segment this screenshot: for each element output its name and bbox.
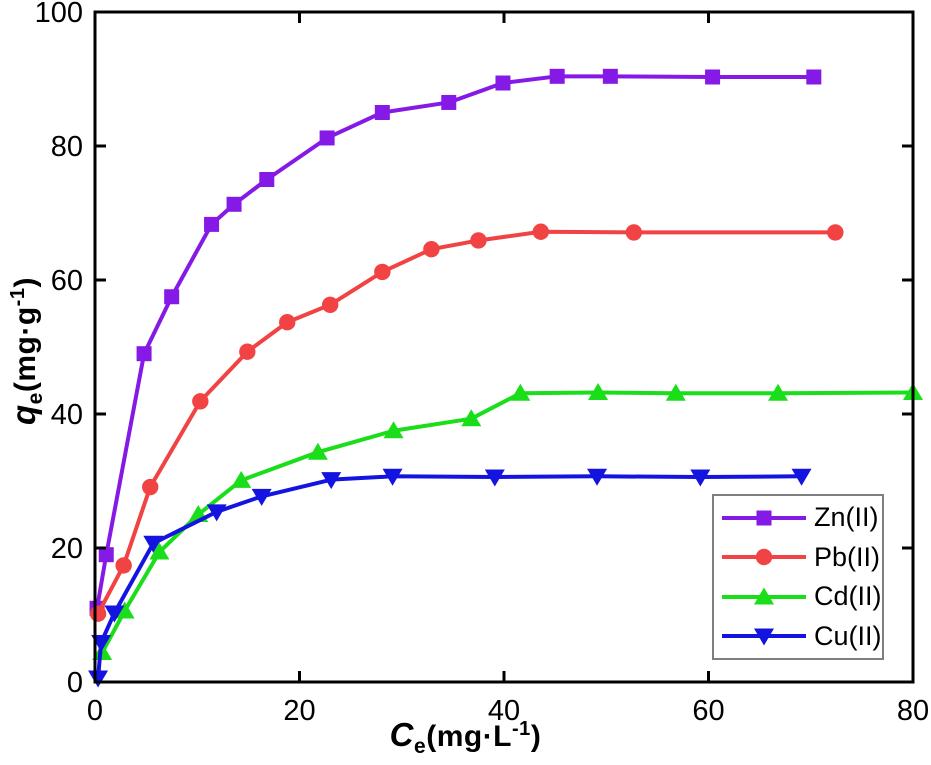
y-axis-superscript: -1 — [7, 287, 29, 307]
x-axis-superscript: -1 — [512, 718, 531, 740]
data-point-pb — [279, 314, 296, 331]
series-line-cu — [96, 474, 804, 680]
y-axis-label: qe(mg·g-1) — [5, 141, 47, 561]
legend: Zn(II) Pb(II) Cd(II) Cu(II) — [712, 494, 884, 660]
y-tick-label: 100 — [35, 0, 83, 29]
x-tick-label: 40 — [488, 695, 520, 727]
data-point-cd — [461, 409, 482, 427]
data-point-pb — [625, 224, 643, 241]
legend-marker-circle-icon — [722, 549, 806, 566]
data-point-cd — [665, 383, 686, 401]
y-tick-label: 80 — [51, 131, 83, 163]
legend-marker-triangle-up-icon — [722, 587, 806, 605]
data-point-pb — [374, 263, 391, 281]
data-point-pb — [192, 393, 209, 410]
legend-marker-square-icon — [722, 510, 806, 526]
data-point-zn — [136, 346, 152, 362]
data-point-cd — [231, 470, 252, 488]
data-point-pb — [827, 224, 844, 241]
y-tick-label: 60 — [51, 265, 83, 297]
data-point-cu — [251, 488, 272, 506]
data-point-cu — [587, 468, 608, 486]
data-point-zn — [204, 216, 220, 232]
data-point-cu — [206, 504, 227, 522]
data-point-cu — [690, 469, 711, 487]
y-tick-label: 0 — [67, 667, 83, 699]
data-point-pb — [89, 605, 107, 622]
x-tick-label: 20 — [283, 695, 315, 727]
data-point-pb — [321, 296, 339, 313]
data-point-cu — [143, 535, 164, 553]
data-point-cu — [321, 472, 342, 490]
legend-label: Zn(II) — [814, 502, 879, 533]
data-point-pb — [239, 343, 256, 360]
x-axis-symbol: C — [389, 716, 415, 753]
data-point-cd — [588, 383, 609, 401]
data-point-cu — [791, 468, 812, 486]
data-point-zn — [806, 69, 822, 85]
data-point-cd — [307, 442, 328, 460]
data-point-zn — [164, 289, 180, 305]
data-point-cd — [114, 601, 135, 619]
data-point-cu — [88, 670, 109, 688]
y-axis-subscript: e — [24, 392, 47, 405]
x-axis-subscript: e — [414, 735, 427, 758]
data-point-cu — [382, 468, 403, 486]
data-point-pb — [470, 232, 487, 249]
legend-marker-triangle-down-icon — [722, 628, 806, 646]
data-point-zn — [259, 172, 275, 187]
data-point-cd — [149, 542, 170, 560]
x-axis-unit: (mg·L — [426, 720, 513, 753]
data-point-zn — [98, 547, 114, 563]
legend-label: Cu(II) — [814, 620, 882, 651]
data-point-pb — [532, 223, 550, 240]
x-tick-label: 60 — [692, 695, 724, 727]
data-point-cd — [510, 383, 531, 401]
data-point-zn — [549, 68, 565, 84]
data-point-pb — [423, 240, 440, 258]
data-point-zn — [705, 69, 721, 85]
legend-entry-cd: Cd(II) — [714, 578, 882, 616]
series-line-zn — [95, 74, 816, 611]
data-point-cd — [383, 421, 404, 439]
y-axis-unit-close: ) — [9, 277, 42, 288]
legend-label: Pb(II) — [814, 541, 881, 572]
x-axis-unit-close: ) — [530, 720, 542, 753]
y-axis-symbol: q — [5, 404, 42, 425]
data-point-pb — [115, 557, 132, 574]
y-tick-label: 20 — [51, 533, 83, 565]
legend-entry-zn: Zn(II) — [714, 499, 882, 537]
data-point-cu — [484, 469, 505, 487]
x-tick-label: 0 — [87, 695, 103, 727]
legend-entry-cu: Cu(II) — [714, 617, 882, 655]
data-point-zn — [495, 75, 511, 91]
x-axis-label: Ce(mg·L-1) — [0, 716, 931, 757]
y-tick-label: 40 — [51, 399, 83, 431]
data-point-zn — [226, 196, 242, 212]
y-axis-unit: (mg·g — [9, 306, 42, 393]
legend-entry-pb: Pb(II) — [714, 538, 882, 576]
data-point-zn — [319, 130, 335, 146]
data-point-cd — [768, 383, 789, 401]
data-point-zn — [441, 94, 457, 110]
data-point-zn — [602, 68, 618, 84]
data-point-pb — [142, 478, 159, 496]
x-tick-label: 80 — [897, 695, 929, 727]
legend-label: Cd(II) — [814, 581, 882, 612]
data-point-cu — [104, 605, 125, 623]
data-point-zn — [374, 105, 390, 120]
